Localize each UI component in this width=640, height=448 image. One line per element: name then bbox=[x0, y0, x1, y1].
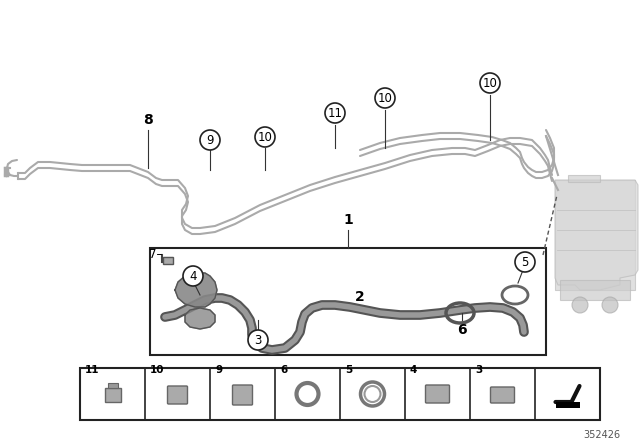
Bar bbox=[555, 180, 635, 290]
Text: 1: 1 bbox=[343, 213, 353, 227]
Bar bbox=[556, 402, 579, 408]
Text: 352426: 352426 bbox=[583, 430, 620, 440]
FancyBboxPatch shape bbox=[168, 386, 188, 404]
Bar bbox=[560, 280, 630, 300]
Text: 2: 2 bbox=[355, 290, 365, 304]
Text: 11: 11 bbox=[328, 107, 342, 120]
Text: 5: 5 bbox=[345, 365, 352, 375]
FancyBboxPatch shape bbox=[232, 385, 253, 405]
Circle shape bbox=[255, 127, 275, 147]
Circle shape bbox=[602, 297, 618, 313]
Text: 3: 3 bbox=[254, 333, 262, 346]
Circle shape bbox=[480, 73, 500, 93]
Text: 8: 8 bbox=[143, 113, 153, 127]
Polygon shape bbox=[185, 308, 215, 329]
Circle shape bbox=[515, 252, 535, 272]
Text: 6: 6 bbox=[457, 323, 467, 337]
Text: 7–: 7– bbox=[148, 247, 162, 260]
Polygon shape bbox=[555, 180, 638, 290]
Text: 4: 4 bbox=[189, 270, 196, 283]
FancyBboxPatch shape bbox=[490, 387, 515, 403]
Polygon shape bbox=[175, 273, 217, 307]
Text: 9: 9 bbox=[206, 134, 214, 146]
Bar bbox=[80, 368, 600, 420]
Text: 11: 11 bbox=[85, 365, 99, 375]
Circle shape bbox=[183, 266, 203, 286]
Circle shape bbox=[375, 88, 395, 108]
Circle shape bbox=[248, 330, 268, 350]
Bar bbox=[163, 257, 173, 264]
Text: 9: 9 bbox=[215, 365, 222, 375]
Text: 3: 3 bbox=[475, 365, 483, 375]
Text: 10: 10 bbox=[378, 91, 392, 104]
FancyBboxPatch shape bbox=[426, 385, 449, 403]
Circle shape bbox=[325, 103, 345, 123]
Bar bbox=[104, 388, 120, 402]
Circle shape bbox=[200, 130, 220, 150]
Bar bbox=[150, 248, 546, 355]
Text: 10: 10 bbox=[257, 130, 273, 143]
Text: 5: 5 bbox=[522, 255, 529, 268]
Text: 10: 10 bbox=[483, 77, 497, 90]
Text: 4: 4 bbox=[410, 365, 417, 375]
Circle shape bbox=[572, 297, 588, 313]
Polygon shape bbox=[568, 175, 600, 182]
Text: 10: 10 bbox=[150, 365, 164, 375]
Bar bbox=[108, 383, 118, 388]
Text: 6: 6 bbox=[280, 365, 287, 375]
